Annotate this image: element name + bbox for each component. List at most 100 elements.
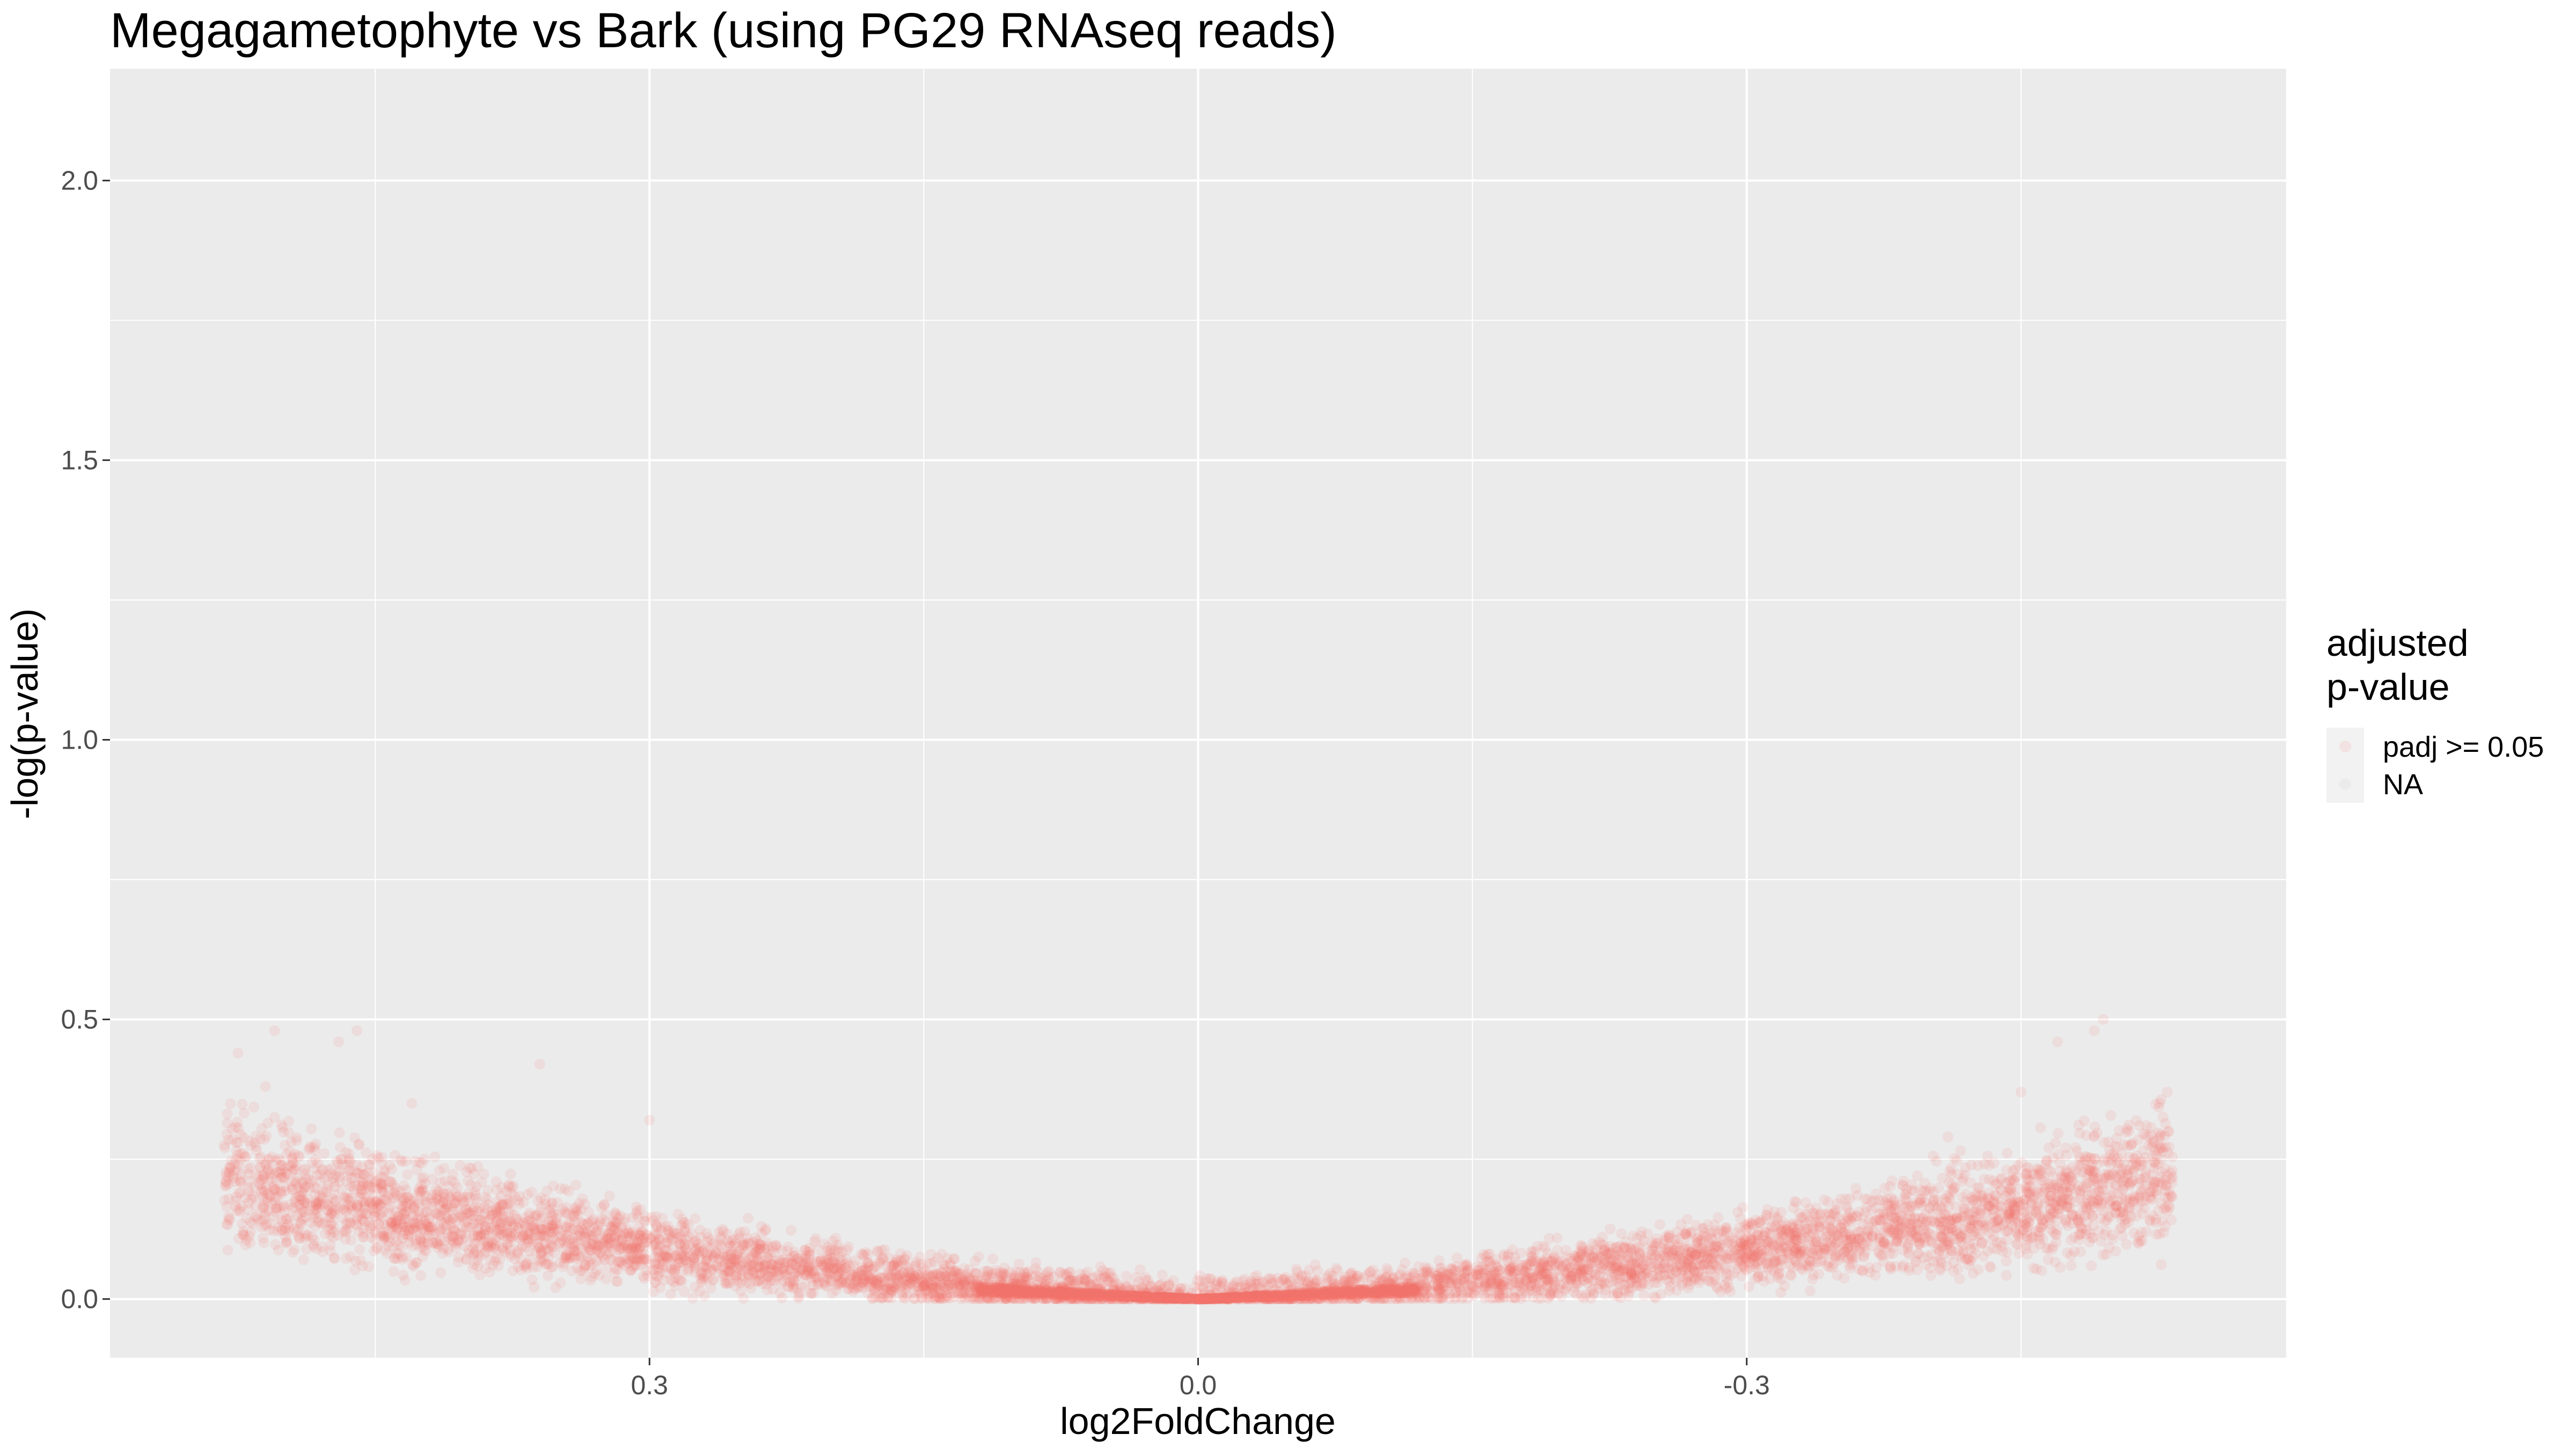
data-point [1375, 1280, 1386, 1291]
data-point [1599, 1254, 1610, 1265]
data-point [1940, 1193, 1951, 1204]
data-point [618, 1240, 629, 1251]
data-point [2044, 1181, 2055, 1192]
data-point [639, 1215, 650, 1226]
data-point [535, 1230, 546, 1240]
data-point [540, 1225, 551, 1236]
data-point [2115, 1206, 2126, 1218]
data-point [1119, 1293, 1130, 1305]
data-point [1066, 1286, 1078, 1297]
data-point [2107, 1230, 2118, 1241]
data-point [1608, 1243, 1619, 1254]
data-point [232, 1165, 243, 1176]
data-point [240, 1151, 252, 1162]
data-point [1871, 1215, 1882, 1226]
data-point [1425, 1285, 1437, 1297]
data-point [1585, 1286, 1596, 1297]
data-point [1664, 1250, 1675, 1261]
data-point [2070, 1184, 2082, 1195]
data-point [2047, 1152, 2059, 1163]
major-gridlines [110, 69, 2286, 1358]
data-point [1156, 1293, 1167, 1305]
data-point [2155, 1130, 2166, 1141]
data-point [779, 1262, 790, 1273]
data-point [357, 1207, 369, 1218]
data-point [1674, 1252, 1685, 1263]
data-point [1057, 1290, 1069, 1301]
data-point [1559, 1285, 1570, 1296]
data-point [299, 1181, 311, 1192]
data-point [1696, 1223, 1708, 1234]
data-point [1450, 1264, 1461, 1276]
data-point [2051, 1229, 2062, 1240]
data-point [1130, 1285, 1141, 1297]
data-point [550, 1282, 561, 1293]
data-point [1462, 1265, 1473, 1277]
data-point [1554, 1271, 1565, 1282]
data-point [1177, 1293, 1189, 1305]
data-point [1816, 1248, 1827, 1259]
data-point [1657, 1247, 1668, 1257]
data-point [1734, 1223, 1745, 1234]
data-point [2093, 1225, 2104, 1236]
data-point [1346, 1293, 1357, 1305]
data-point [887, 1285, 898, 1297]
data-point [1376, 1287, 1387, 1298]
data-point [1416, 1278, 1427, 1290]
data-point [1876, 1215, 1887, 1226]
data-point [1161, 1293, 1172, 1305]
data-point [1490, 1259, 1502, 1270]
data-point [950, 1267, 961, 1278]
data-point [1173, 1286, 1184, 1298]
data-point [2014, 1229, 2025, 1240]
data-point [1045, 1293, 1056, 1304]
data-point [2053, 1204, 2065, 1215]
data-point [491, 1252, 502, 1263]
data-point [633, 1221, 645, 1232]
data-point [1745, 1238, 1757, 1249]
data-point [330, 1196, 340, 1208]
data-point [319, 1148, 330, 1159]
data-point [2105, 1110, 2116, 1121]
data-point [1905, 1201, 1916, 1212]
data-point [948, 1291, 960, 1302]
data-point [612, 1227, 624, 1238]
data-point [547, 1232, 559, 1243]
data-point [920, 1271, 931, 1282]
data-point [284, 1223, 295, 1233]
data-point [1614, 1273, 1626, 1284]
data-point [964, 1281, 976, 1292]
data-point [1630, 1261, 1642, 1272]
data-point [1560, 1283, 1571, 1294]
data-point [1533, 1293, 1544, 1304]
data-point [2149, 1177, 2160, 1188]
data-point [1575, 1248, 1586, 1259]
data-point [1253, 1289, 1264, 1300]
data-point [374, 1199, 384, 1210]
data-point [2088, 1175, 2099, 1186]
data-point [258, 1237, 269, 1248]
data-point [1955, 1145, 1966, 1157]
data-point [1012, 1286, 1023, 1298]
data-point [2139, 1172, 2150, 1183]
data-point [248, 1102, 259, 1113]
data-point [788, 1250, 800, 1262]
data-point [1312, 1265, 1323, 1277]
data-point [1517, 1283, 1528, 1294]
data-point [744, 1261, 755, 1271]
data-point [720, 1257, 731, 1269]
data-point [813, 1278, 824, 1290]
data-point [1960, 1189, 1972, 1200]
data-point [514, 1198, 525, 1210]
data-point [819, 1280, 831, 1291]
data-point [1260, 1293, 1271, 1305]
data-point [469, 1259, 480, 1270]
data-point [2149, 1157, 2161, 1168]
data-point [1347, 1289, 1358, 1300]
data-point [793, 1292, 804, 1304]
data-point [388, 1266, 399, 1277]
data-point [2053, 1186, 2065, 1197]
data-point [1159, 1293, 1170, 1305]
data-point [434, 1199, 445, 1210]
data-point [1484, 1278, 1496, 1289]
